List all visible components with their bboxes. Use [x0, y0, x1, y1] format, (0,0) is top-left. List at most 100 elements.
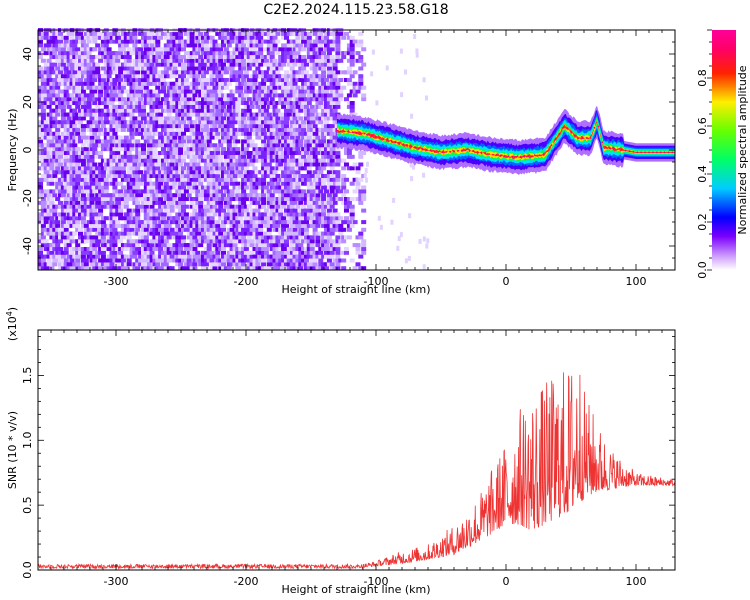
heatmap-cell [132, 70, 138, 75]
heatmap-cell [146, 112, 152, 117]
heatmap-cell [246, 78, 252, 82]
heatmap-cell [38, 89, 43, 94]
heatmap-cell [201, 262, 206, 267]
heatmap-cell [118, 258, 124, 263]
heatmap-cell [206, 212, 212, 217]
heatmap-cell [103, 97, 109, 102]
heatmap-cell [120, 154, 126, 159]
heatmap-cell [232, 151, 238, 155]
heatmap-cell [215, 174, 221, 178]
heatmap-cell [95, 35, 101, 40]
heatmap-cell [284, 112, 289, 117]
heatmap-cell [235, 74, 241, 79]
heatmap-cell [155, 262, 161, 267]
heatmap-cell [269, 254, 275, 259]
heatmap-cell [181, 89, 186, 94]
heatmap-cell [112, 193, 118, 198]
heatmap-cell [103, 227, 109, 232]
heatmap-cell [304, 166, 309, 171]
heatmap-cell [161, 166, 166, 171]
heatmap-cell [198, 31, 204, 36]
heatmap-cell [158, 112, 164, 117]
heatmap-cell [60, 189, 66, 194]
heatmap-cell [120, 101, 126, 105]
heatmap-cell [72, 127, 78, 132]
heatmap-cell [143, 227, 149, 232]
heatmap-cell [221, 239, 226, 244]
heatmap-cell [306, 93, 312, 98]
heatmap-cell [135, 250, 141, 255]
heatmap-cell [169, 220, 175, 225]
heatmap-cell [298, 177, 304, 182]
heatmap-cell [226, 250, 232, 255]
heatmap-cell [218, 235, 224, 240]
heatmap-cell [255, 62, 261, 67]
heatmap-cell [103, 43, 109, 48]
heatmap-cell [255, 200, 261, 205]
heatmap-cell [129, 135, 135, 140]
heatmap-cell [306, 204, 312, 209]
heatmap-cell [284, 258, 289, 263]
heatmap-cell [152, 104, 158, 109]
heatmap-cell [169, 177, 175, 182]
heatmap-cell [315, 93, 321, 98]
heatmap-cell [98, 139, 104, 144]
heatmap-cell [215, 70, 221, 75]
heatmap-cell [152, 239, 158, 244]
heatmap-cell [100, 43, 106, 48]
heatmap-cell [40, 208, 46, 213]
heatmap-cell [183, 39, 189, 44]
heatmap-cell [218, 143, 224, 148]
heatmap-cell [115, 208, 121, 213]
heatmap-cell [295, 239, 301, 244]
heatmap-cell [109, 170, 115, 175]
heatmap-cell [238, 62, 244, 67]
heatmap-cell [318, 62, 324, 67]
heatmap-cell [83, 108, 89, 113]
heatmap-cell [181, 204, 186, 209]
heatmap-cell [172, 108, 178, 113]
heatmap-cell [189, 200, 195, 205]
heatmap-cell [258, 62, 264, 67]
heatmap-cell [163, 250, 169, 255]
heatmap-cell [43, 120, 49, 125]
heatmap-cell [186, 35, 192, 40]
heatmap-cell [106, 66, 112, 71]
heatmap-cell [166, 197, 172, 201]
heatmap-cell [284, 120, 289, 125]
heatmap-cell [155, 170, 161, 175]
heatmap-cell [249, 55, 255, 59]
heatmap-cell [166, 31, 172, 36]
heatmap-cell [269, 127, 275, 132]
heatmap-cell [243, 108, 249, 113]
heatmap-cell [166, 223, 172, 228]
heatmap-cell [192, 262, 198, 267]
heatmap-cell [278, 177, 284, 182]
heatmap-cell [132, 174, 138, 178]
heatmap-cell [203, 39, 209, 44]
heatmap-cell [209, 174, 215, 178]
heatmap-cell [129, 78, 135, 82]
heatmap-cell [289, 104, 295, 109]
heatmap-cell [304, 250, 309, 255]
heatmap-cell [295, 78, 301, 82]
heatmap-cell [289, 120, 295, 125]
heatmap-cell [241, 250, 247, 255]
heatmap-cell [123, 35, 129, 40]
heatmap-cell [95, 223, 101, 228]
heatmap-cell [212, 89, 218, 94]
heatmap-cell [226, 147, 232, 152]
heatmap-cell [312, 51, 318, 56]
heatmap-cell [221, 104, 226, 109]
heatmap-cell [132, 177, 138, 182]
heatmap-cell [172, 93, 178, 98]
heatmap-cell [135, 197, 141, 201]
heatmap-cell [304, 70, 309, 75]
heatmap-cell [175, 81, 181, 86]
heatmap-cell [312, 31, 318, 36]
heatmap-cell [215, 189, 221, 194]
heatmap-cell [206, 62, 212, 67]
heatmap-cell [183, 116, 189, 121]
heatmap-cell [306, 89, 312, 94]
heatmap-cell [281, 266, 287, 271]
